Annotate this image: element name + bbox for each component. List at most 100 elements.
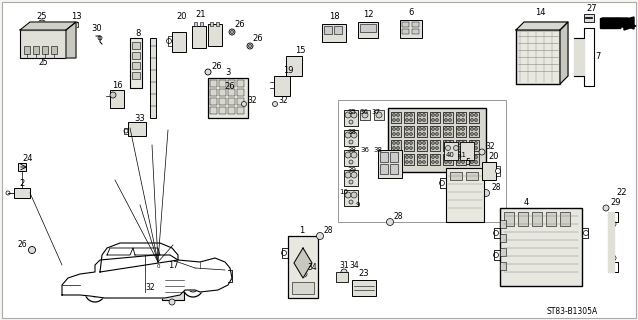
Bar [286, 56, 302, 76]
Bar [162, 272, 184, 300]
Bar [532, 212, 542, 226]
Text: 12: 12 [363, 10, 373, 19]
Circle shape [351, 172, 357, 178]
Bar [228, 98, 235, 105]
Bar [443, 126, 453, 137]
Text: 6: 6 [408, 7, 413, 17]
Text: 4: 4 [523, 197, 529, 206]
Polygon shape [604, 22, 636, 30]
Circle shape [419, 132, 422, 135]
Circle shape [410, 161, 413, 164]
Circle shape [351, 132, 357, 138]
Bar [378, 150, 402, 178]
Bar [500, 208, 582, 286]
Text: 40: 40 [445, 152, 454, 158]
Bar [560, 212, 570, 226]
Text: 16: 16 [112, 81, 122, 90]
Circle shape [445, 146, 450, 150]
Circle shape [396, 132, 399, 135]
Circle shape [345, 192, 351, 198]
Circle shape [445, 156, 447, 158]
Bar [228, 107, 235, 114]
Bar [430, 140, 440, 151]
Circle shape [419, 114, 422, 116]
Bar [404, 126, 414, 137]
Text: 38: 38 [348, 147, 357, 153]
Circle shape [229, 29, 235, 35]
Circle shape [137, 289, 143, 295]
Text: 20: 20 [177, 12, 187, 20]
Circle shape [422, 161, 426, 164]
Text: 1: 1 [299, 226, 304, 235]
Circle shape [475, 118, 477, 122]
Text: 38: 38 [373, 147, 383, 153]
Circle shape [449, 147, 452, 149]
Bar [417, 126, 427, 137]
Bar [443, 154, 453, 165]
Text: 28: 28 [323, 226, 333, 235]
Circle shape [345, 152, 351, 158]
Polygon shape [294, 248, 312, 278]
Circle shape [349, 160, 353, 164]
Text: 18: 18 [329, 12, 339, 20]
Circle shape [392, 141, 396, 145]
Circle shape [406, 156, 408, 158]
Circle shape [242, 101, 246, 107]
Text: 0: 0 [156, 263, 160, 268]
Text: 13: 13 [71, 12, 81, 20]
Bar [404, 112, 414, 123]
Bar [274, 76, 290, 96]
Circle shape [457, 141, 461, 145]
Circle shape [422, 141, 426, 145]
Circle shape [457, 156, 461, 158]
Text: 26: 26 [225, 82, 235, 91]
Bar [219, 107, 226, 114]
Circle shape [470, 127, 473, 131]
Circle shape [461, 114, 464, 116]
Circle shape [410, 147, 413, 149]
Text: 35: 35 [348, 109, 357, 115]
Circle shape [610, 255, 616, 261]
Circle shape [392, 156, 396, 158]
Text: 33: 33 [135, 114, 145, 123]
Bar [417, 154, 427, 165]
Bar [446, 168, 484, 222]
Bar [450, 172, 462, 180]
Circle shape [410, 141, 413, 145]
Circle shape [457, 127, 461, 131]
Bar [402, 22, 409, 27]
Circle shape [445, 114, 447, 116]
Circle shape [579, 42, 584, 46]
Circle shape [470, 114, 473, 116]
Bar [518, 212, 528, 226]
Circle shape [410, 132, 413, 135]
Circle shape [470, 156, 473, 158]
Bar [24, 46, 30, 54]
Bar [51, 46, 57, 54]
Circle shape [345, 132, 351, 138]
Circle shape [436, 156, 438, 158]
Circle shape [610, 221, 616, 227]
Polygon shape [20, 22, 76, 30]
Bar [500, 262, 506, 270]
Bar [500, 234, 506, 242]
Circle shape [436, 147, 438, 149]
Bar [219, 89, 226, 96]
Circle shape [457, 132, 461, 135]
Circle shape [579, 66, 584, 70]
Circle shape [584, 230, 588, 236]
Circle shape [475, 132, 477, 135]
Bar [216, 22, 219, 26]
Bar [210, 22, 213, 26]
Circle shape [475, 161, 477, 164]
Circle shape [431, 118, 434, 122]
Bar [400, 20, 422, 38]
Circle shape [431, 161, 434, 164]
Circle shape [349, 140, 353, 144]
Circle shape [422, 132, 426, 135]
Text: 32: 32 [485, 141, 495, 150]
Bar [228, 89, 235, 96]
Bar [469, 112, 479, 123]
Bar [344, 110, 358, 126]
Bar [516, 30, 560, 84]
